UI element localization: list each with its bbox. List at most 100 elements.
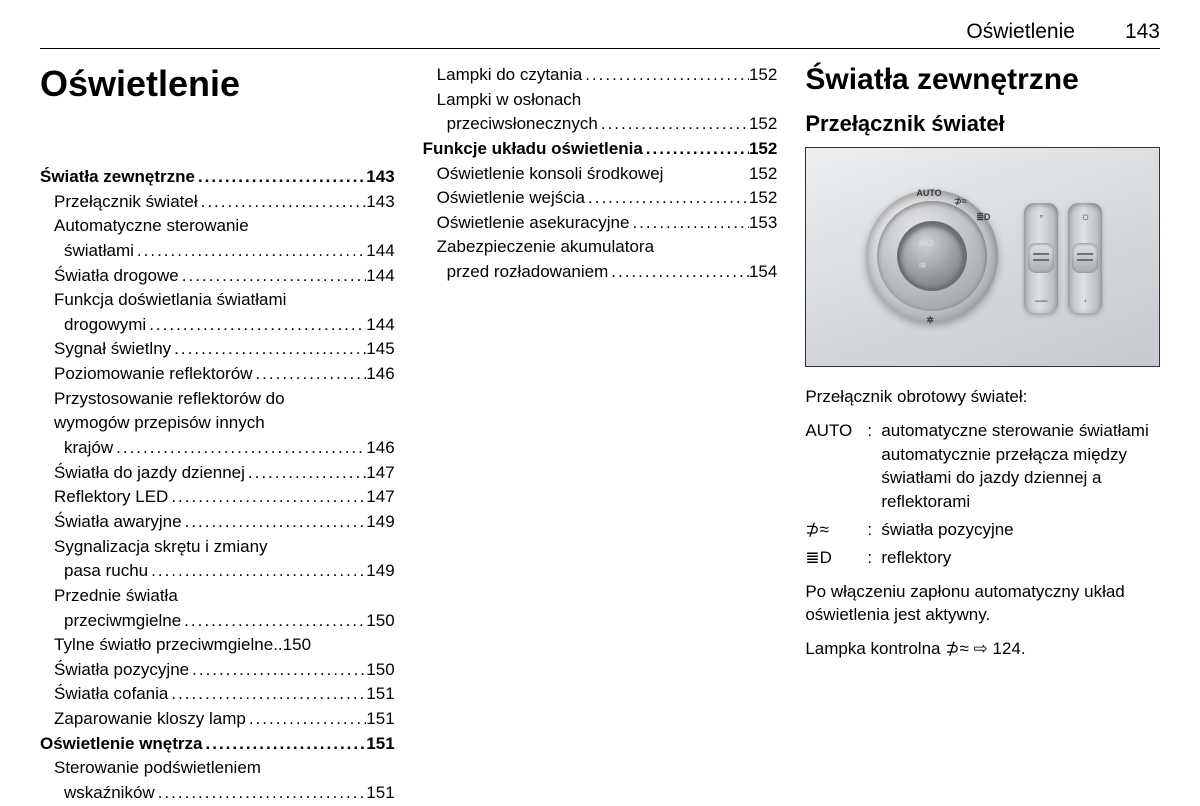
toc-dots: ........................................… xyxy=(245,461,366,486)
toc-item: Tylne światło przeciwmgielne .. 150 xyxy=(40,633,395,658)
toc-item: Światła drogowe ........................… xyxy=(40,264,395,289)
column-3: Światła zewnętrzne Przełącznik świateł A… xyxy=(805,63,1160,806)
toc-item: Oświetlenie asekuracyjne ...............… xyxy=(423,211,778,236)
toc-label: drogowymi xyxy=(64,313,146,338)
toc-page: 146 xyxy=(366,362,394,387)
toc-label: Poziomowanie reflektorów xyxy=(54,362,252,387)
toc-item: Zaparowanie kloszy lamp ................… xyxy=(40,707,395,732)
toc-label: Przełącznik świateł xyxy=(54,190,198,215)
toc-page: 151 xyxy=(366,707,394,732)
toc-dots: ........................................… xyxy=(168,485,366,510)
toc-page: 152 xyxy=(749,137,777,162)
intro-text: Przełącznik obrotowy świateł: xyxy=(805,385,1160,409)
toc-item: Lampki do czytania .....................… xyxy=(423,63,778,88)
toc-dots: ........................................… xyxy=(181,609,366,634)
toc-dots: ........................................… xyxy=(146,313,366,338)
slider2-bottom-icon: · xyxy=(1068,293,1102,307)
dial-label-parking-icon: ⊅≈ xyxy=(954,196,966,207)
toc-page: 147 xyxy=(366,461,394,486)
toc-item: Przystosowanie reflektorów do xyxy=(40,387,395,412)
toc-item-continuation: światłami ..............................… xyxy=(40,239,395,264)
dial-label-auto: AUTO xyxy=(916,188,941,198)
toc-page: 151 xyxy=(366,682,394,707)
toc-page: 146 xyxy=(366,436,394,461)
toc-label: Automatyczne sterowanie xyxy=(54,214,249,239)
toc-label: Zaparowanie kloszy lamp xyxy=(54,707,246,732)
toc-dots: ........................................… xyxy=(195,165,366,190)
toc-dots: ........................................… xyxy=(629,211,749,236)
slider2-top-icon: ☼ xyxy=(1068,209,1102,223)
toc-label: przeciwsłonecznych xyxy=(447,112,598,137)
toc-label: Sygnalizacja skrętu i zmiany xyxy=(54,535,268,560)
toc-label: światłami xyxy=(64,239,134,264)
toc-label: przed rozładowaniem xyxy=(447,260,609,285)
toc-label: pasa ruchu xyxy=(64,559,148,584)
definition-list: AUTO:automatyczne sterowanie światłami a… xyxy=(805,419,1160,570)
toc-label: Lampki do czytania xyxy=(437,63,583,88)
definition-desc: automatyczne sterowanie światłami automa… xyxy=(881,419,1160,514)
toc-page: 152 xyxy=(749,63,777,88)
toc-label: Oświetlenie konsoli środkowej xyxy=(437,162,664,187)
definition-colon: : xyxy=(867,518,881,542)
toc-label: Funkcje układu oświetlenia xyxy=(423,137,643,162)
toc-dots: ........................................… xyxy=(252,362,366,387)
slider2-thumb xyxy=(1072,243,1098,273)
toc-item: Oświetlenie wejścia ....................… xyxy=(423,186,778,211)
toc-page: 151 xyxy=(366,732,394,757)
paragraph-2: Lampka kontrolna ⊅≈ ⇨ 124. xyxy=(805,637,1160,661)
toc-label: krajów xyxy=(64,436,113,461)
definition-desc: światła pozycyjne xyxy=(881,518,1160,542)
toc-label: Światła drogowe xyxy=(54,264,179,289)
definition-row: ⊅≈:światła pozycyjne xyxy=(805,518,1160,542)
toc-page: 150 xyxy=(366,609,394,634)
toc-item: Światła cofania ........................… xyxy=(40,682,395,707)
toc-label: Przednie światła xyxy=(54,584,178,609)
toc-dots: ........................................… xyxy=(171,337,366,362)
toc-label: Lampki w osłonach xyxy=(437,88,582,113)
toc-dots: ........................................… xyxy=(179,264,367,289)
toc-item: Sygnał świetlny ........................… xyxy=(40,337,395,362)
toc-page: 147 xyxy=(366,485,394,510)
toc-page: 143 xyxy=(366,165,394,190)
light-switch-photo: AUTO ⊅≈ ≣D ✲ ≋O ⫶≋ ◦ — ☼ · xyxy=(805,147,1160,367)
column-1: Oświetlenie Światła zewnętrzne .........… xyxy=(40,63,395,806)
toc-dots: ........................................… xyxy=(182,510,367,535)
chapter-title: Oświetlenie xyxy=(40,63,395,105)
toc-item: Lampki w osłonach xyxy=(423,88,778,113)
slider1-thumb xyxy=(1028,243,1054,273)
definition-term: ≣D xyxy=(805,546,867,570)
para2-pre: Lampka kontrolna xyxy=(805,639,945,658)
toc-item: Poziomowanie reflektorów ...............… xyxy=(40,362,395,387)
fog-front-icon: ≋O xyxy=(918,238,933,249)
dial-label-headlight-icon: ≣D xyxy=(976,212,990,223)
toc-item-continuation: krajów .................................… xyxy=(40,436,395,461)
toc-label: Światła do jazdy dziennej xyxy=(54,461,245,486)
toc-label: Światła awaryjne xyxy=(54,510,182,535)
dial-label-bottom-icon: ✲ xyxy=(926,315,934,326)
definition-row: AUTO:automatyczne sterowanie światłami a… xyxy=(805,419,1160,514)
toc-page: 143 xyxy=(366,190,394,215)
toc-item-continuation: przeciwmgielne .........................… xyxy=(40,609,395,634)
toc-page: 144 xyxy=(366,239,394,264)
toc-page: 149 xyxy=(366,559,394,584)
toc-item-continuation: pasa ruchu .............................… xyxy=(40,559,395,584)
toc-dots: ........................................… xyxy=(189,658,366,683)
toc-dots: ........................................… xyxy=(134,239,366,264)
definition-colon: : xyxy=(867,419,881,514)
slider-2: ☼ · xyxy=(1068,203,1102,313)
toc-label: wymogów przepisów innych xyxy=(54,411,265,436)
toc-dots: ........................................… xyxy=(198,190,367,215)
rotary-dial: AUTO ⊅≈ ≣D ✲ ≋O ⫶≋ xyxy=(866,190,998,322)
toc-dots: ........................................… xyxy=(643,137,749,162)
toc-dots: ........................................… xyxy=(582,63,749,88)
toc-label: Przystosowanie reflektorów do xyxy=(54,387,285,412)
toc-col1: Światła zewnętrzne .....................… xyxy=(40,165,395,806)
toc-item: Przednie światła xyxy=(40,584,395,609)
slider1-top-icon: ◦ xyxy=(1024,209,1058,223)
toc-item: Automatyczne sterowanie xyxy=(40,214,395,239)
toc-dots: ........................................… xyxy=(113,436,366,461)
toc-section: Światła zewnętrzne .....................… xyxy=(40,165,395,190)
toc-page: 144 xyxy=(366,313,394,338)
toc-item: wymogów przepisów innych xyxy=(40,411,395,436)
definition-term: AUTO xyxy=(805,419,867,514)
